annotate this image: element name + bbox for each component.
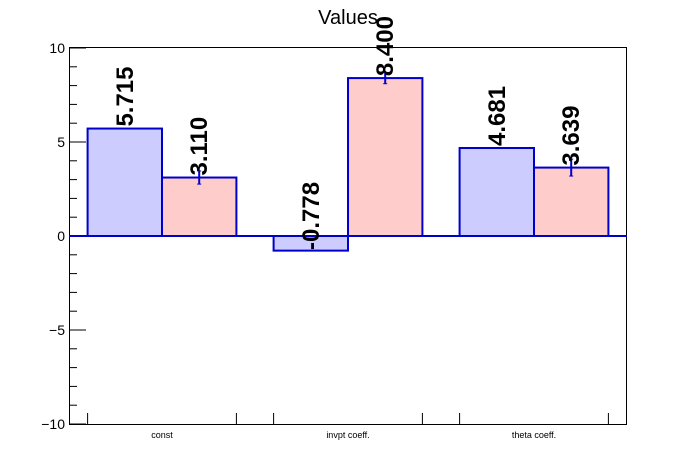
bar — [347, 77, 424, 237]
x-axis: const invpt coeff. theta coeff. — [87, 413, 609, 440]
data-label: -0.778 — [298, 182, 325, 250]
x-category-label: theta coeff. — [512, 430, 556, 440]
y-tick-label: 5 — [57, 134, 65, 150]
data-label: 3.110 — [186, 117, 213, 176]
y-axis: −10 −5 0 5 10 — [41, 40, 86, 432]
bar — [533, 166, 610, 238]
data-label: 3.639 — [558, 106, 585, 166]
y-tick-label: 0 — [57, 228, 65, 244]
bar — [458, 146, 536, 237]
data-labels: 5.715 3.110 -0.778 8.400 4.681 3.639 — [112, 16, 585, 250]
x-category-label: invpt coeff. — [326, 430, 369, 440]
x-category-label: const — [151, 430, 173, 440]
y-tick-label: −5 — [49, 322, 65, 338]
data-label: 5.715 — [112, 66, 139, 126]
bar — [86, 127, 163, 237]
data-label: 8.400 — [372, 16, 399, 76]
y-tick-label: 10 — [49, 40, 65, 56]
bar — [161, 176, 238, 237]
bars — [86, 71, 610, 252]
y-tick-label: −10 — [41, 416, 65, 432]
chart-title: Values — [318, 7, 378, 29]
data-label: 4.681 — [484, 86, 511, 146]
